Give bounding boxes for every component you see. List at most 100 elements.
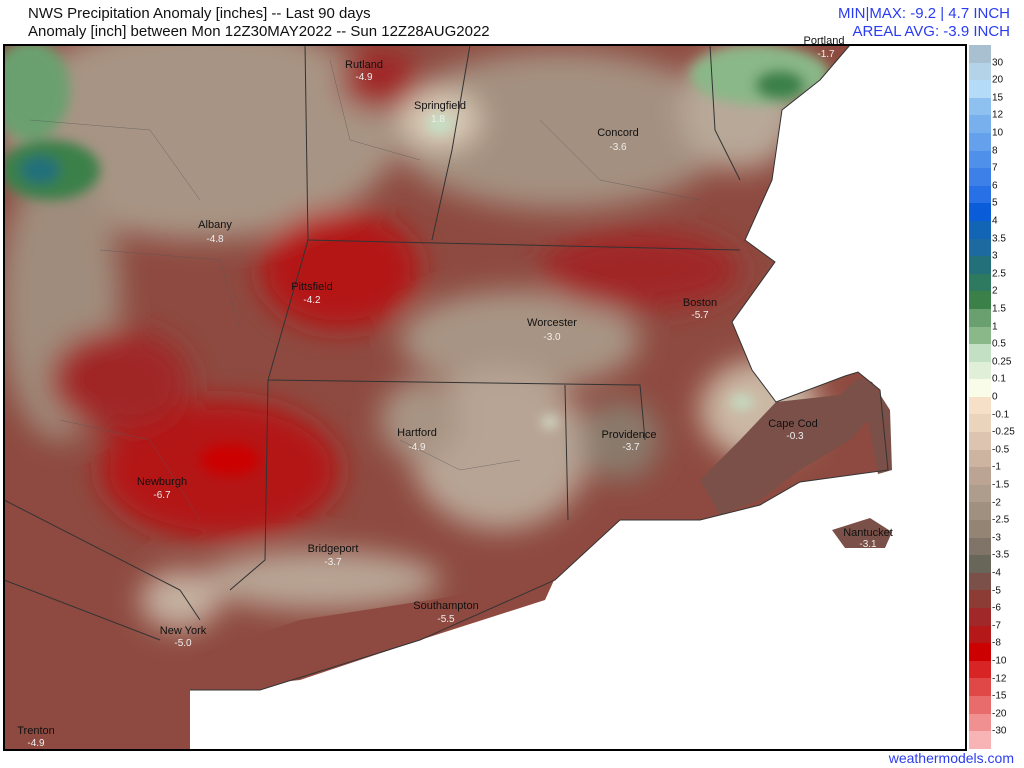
legend-swatch (969, 572, 991, 591)
legend-label: 15 (992, 92, 1004, 104)
city-name: Southampton (413, 600, 479, 612)
legend-swatch (969, 484, 991, 503)
legend-swatch (969, 97, 991, 116)
legend-swatch (969, 344, 991, 362)
legend-swatch (969, 467, 991, 485)
legend-swatch (969, 185, 991, 204)
legend-swatch (969, 45, 991, 63)
legend-swatch (969, 713, 991, 732)
legend-swatch (969, 62, 991, 81)
legend-swatch (969, 660, 991, 679)
legend-swatch (969, 203, 991, 221)
areal-average-readout: AREAL AVG: -3.9 INCH (852, 23, 1010, 40)
legend-label: 4 (992, 215, 998, 227)
long-island (195, 578, 555, 690)
legend-label: 0.25 (992, 356, 1012, 368)
city-value: -4.9 (27, 738, 45, 749)
coastline (190, 45, 889, 691)
city-name: Albany (198, 219, 232, 231)
legend-label: 5 (992, 197, 998, 209)
legend-swatch (969, 115, 991, 133)
legend-swatch (969, 80, 991, 98)
city-name: Nantucket (843, 527, 893, 539)
legend-label: -0.25 (992, 426, 1015, 438)
legend-label: 7 (992, 162, 998, 174)
ocean (190, 45, 966, 750)
nantucket (832, 518, 892, 548)
legend-swatch (969, 326, 991, 345)
legend-label: -0.1 (992, 409, 1010, 421)
legend-label: -1 (992, 461, 1001, 473)
city-value: -4.9 (408, 442, 426, 453)
city-name: Trenton (17, 725, 55, 737)
legend-label: 20 (992, 74, 1004, 86)
legend-swatch (969, 132, 991, 151)
state-borders (4, 45, 741, 641)
legend-label: -20 (992, 708, 1007, 720)
city-name: Springfield (414, 100, 466, 112)
legend-swatch (969, 590, 991, 608)
legend-swatch (969, 608, 991, 626)
legend-label: 0 (992, 391, 998, 403)
legend-label: 1 (992, 321, 998, 333)
city-value: -3.1 (859, 539, 877, 550)
legend-label: -6 (992, 602, 1001, 614)
map-frame (3, 44, 967, 751)
legend-swatch (969, 555, 991, 573)
city-name: Hartford (397, 427, 437, 439)
min-max-readout: MIN|MAX: -9.2 | 4.7 INCH (838, 5, 1010, 22)
legend-label: -15 (992, 690, 1007, 702)
city-value: -6.7 (153, 490, 171, 501)
city-name: Concord (597, 127, 639, 139)
legend-label: 30 (992, 57, 1004, 69)
legend-label: 1.5 (992, 303, 1006, 315)
city-value: -3.7 (622, 442, 640, 453)
legend-swatch (969, 150, 991, 169)
legend-swatch (969, 396, 991, 415)
legend-label: -2.5 (992, 514, 1010, 526)
legend-label: 12 (992, 109, 1004, 121)
legend-swatch (969, 449, 991, 468)
legend-swatch (969, 643, 991, 661)
legend-swatch (969, 695, 991, 714)
city-name: Bridgeport (307, 543, 359, 555)
legend-label: -4 (992, 567, 1001, 579)
city-value: 1.8 (431, 114, 445, 125)
legend-label: -3 (992, 532, 1001, 544)
legend-swatch (969, 220, 991, 239)
legend-swatch (969, 168, 991, 186)
legend-label: 10 (992, 127, 1004, 139)
legend-swatch (969, 414, 991, 433)
city-value: -4.2 (303, 295, 321, 306)
city-name: Pittsfield (291, 281, 333, 293)
city-name: Rutland (345, 59, 383, 71)
city-value: -3.7 (324, 557, 342, 568)
legend-swatch (969, 502, 991, 521)
legend-swatch (969, 520, 991, 538)
legend-swatch (969, 432, 991, 450)
legend-label: 3.5 (992, 233, 1006, 245)
legend-label: -10 (992, 655, 1007, 667)
legend-swatch (969, 361, 991, 380)
city-value: -3.0 (543, 332, 561, 343)
anomaly-field (4, 45, 966, 750)
legend-label: -5 (992, 585, 1001, 597)
county-borders (29, 59, 701, 521)
legend-label: -2 (992, 497, 1001, 509)
legend-label: 6 (992, 180, 998, 192)
legend-label: 8 (992, 145, 998, 157)
legend-swatch (969, 379, 991, 397)
city-value: -5.7 (691, 310, 709, 321)
legend-label: -8 (992, 637, 1001, 649)
legend-label: -0.5 (992, 444, 1010, 456)
credit-link[interactable]: weathermodels.com (888, 750, 1014, 766)
legend-swatch (969, 238, 991, 257)
legend-swatch (969, 308, 991, 327)
legend-swatch (969, 273, 991, 292)
legend-label: -30 (992, 725, 1007, 737)
cape-cod (700, 378, 892, 515)
city-name: Cape Cod (768, 418, 818, 430)
city-value: -0.3 (786, 431, 804, 442)
legend-label: -12 (992, 673, 1007, 685)
